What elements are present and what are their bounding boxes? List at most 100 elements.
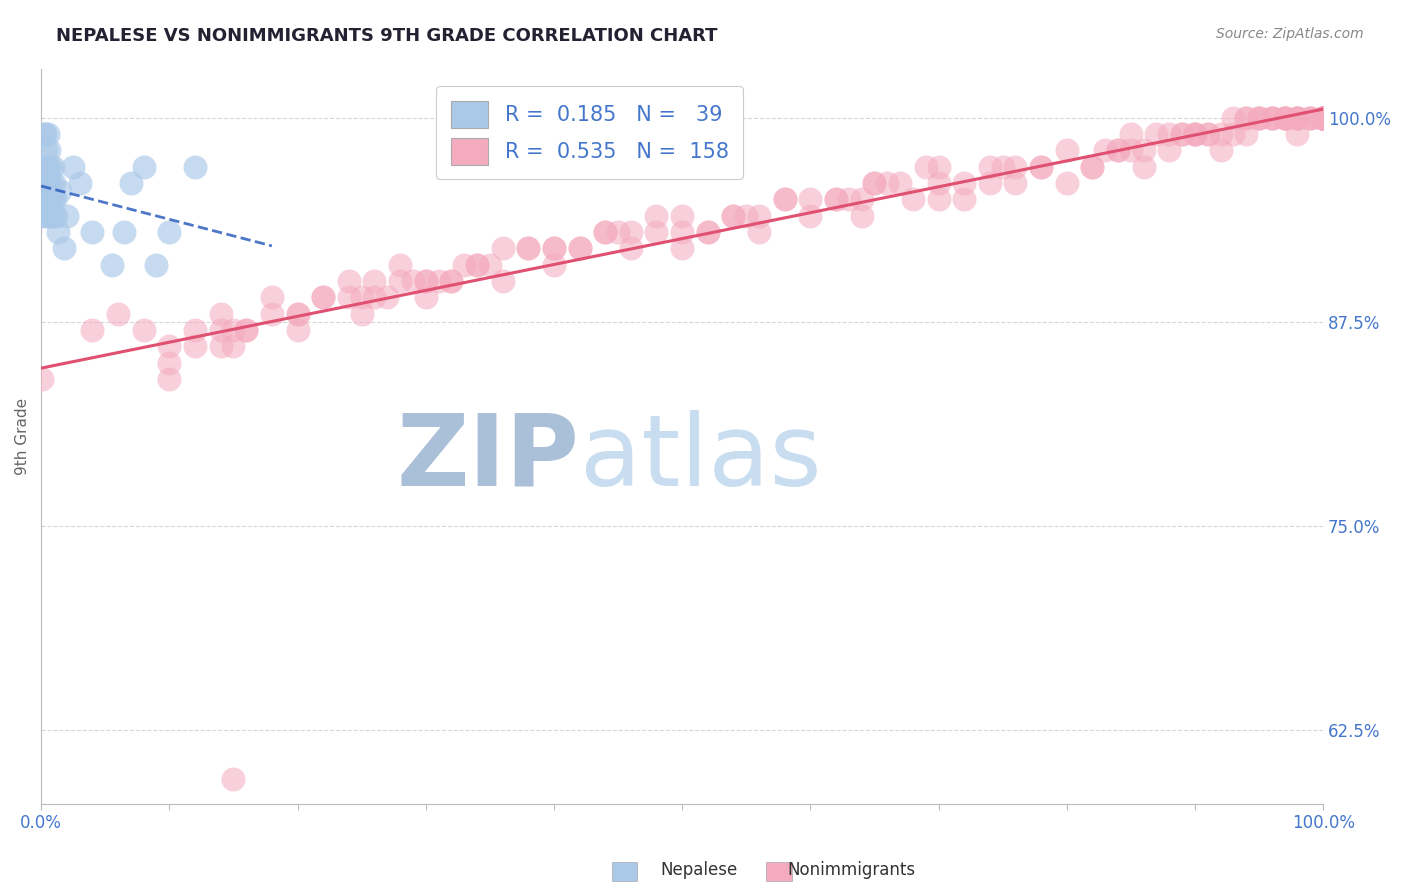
Point [1312, 111, 1334, 125]
Point [607, 225, 630, 239]
Point [222, 339, 245, 353]
Point [184, 160, 207, 174]
Point [1274, 111, 1296, 125]
Point [593, 225, 616, 239]
Point [55, 209, 77, 223]
Point [1312, 111, 1334, 125]
Point [44, 192, 66, 206]
Point [1286, 127, 1309, 141]
Point [1119, 143, 1142, 157]
Point [1222, 127, 1244, 141]
Point [645, 209, 668, 223]
Point [415, 290, 437, 304]
Point [1312, 111, 1334, 125]
Point [1209, 127, 1232, 141]
Point [953, 192, 976, 206]
Point [235, 323, 257, 337]
Point [1247, 111, 1270, 125]
Point [696, 225, 718, 239]
Point [517, 241, 540, 255]
Point [1234, 127, 1257, 141]
Point [991, 160, 1014, 174]
Point [889, 176, 911, 190]
Point [389, 274, 412, 288]
Point [35, 209, 58, 223]
Point [42, 176, 65, 190]
Point [1312, 111, 1334, 125]
Point [1299, 111, 1322, 125]
Point [671, 225, 693, 239]
Point [69, 176, 91, 190]
Point [1081, 160, 1104, 174]
Point [671, 241, 693, 255]
Point [1312, 111, 1334, 125]
Point [863, 176, 886, 190]
Point [1029, 160, 1052, 174]
Point [209, 339, 232, 353]
Legend: R =  0.185   N =   39, R =  0.535   N =  158: R = 0.185 N = 39, R = 0.535 N = 158 [436, 87, 744, 179]
Point [145, 258, 167, 272]
Point [1247, 111, 1270, 125]
Point [1004, 160, 1026, 174]
Point [1312, 111, 1334, 125]
Point [260, 307, 283, 321]
Point [157, 372, 180, 386]
Point [1159, 143, 1181, 157]
Point [863, 176, 886, 190]
Point [928, 160, 950, 174]
Point [31, 372, 53, 386]
Point [209, 323, 232, 337]
Text: ZIP: ZIP [396, 409, 579, 507]
Point [723, 209, 745, 223]
Point [32, 127, 55, 141]
Point [37, 160, 59, 174]
Point [31, 209, 53, 223]
Point [184, 339, 207, 353]
Point [953, 176, 976, 190]
Point [235, 323, 257, 337]
Point [1312, 111, 1334, 125]
Point [107, 307, 129, 321]
Point [1261, 111, 1284, 125]
Point [723, 209, 745, 223]
Point [363, 274, 385, 288]
Point [465, 258, 488, 272]
Point [543, 258, 565, 272]
Point [748, 225, 770, 239]
Point [440, 274, 463, 288]
Point [389, 258, 412, 272]
Point [415, 274, 437, 288]
Point [287, 307, 309, 321]
Point [1159, 127, 1181, 141]
Point [38, 143, 60, 157]
Point [100, 258, 122, 272]
Point [1132, 160, 1154, 174]
Point [39, 192, 62, 206]
Point [34, 127, 56, 141]
Point [1197, 127, 1219, 141]
Point [1312, 111, 1334, 125]
Point [1286, 111, 1309, 125]
Point [41, 192, 63, 206]
Point [465, 258, 488, 272]
Point [1247, 111, 1270, 125]
Point [132, 160, 155, 174]
Point [1056, 143, 1078, 157]
Point [209, 307, 232, 321]
Point [1299, 111, 1322, 125]
Point [1274, 111, 1296, 125]
Point [312, 290, 335, 304]
Point [38, 176, 60, 190]
Point [825, 192, 848, 206]
Point [1299, 111, 1322, 125]
Point [222, 323, 245, 337]
Point [37, 192, 59, 206]
Text: NEPALESE VS NONIMMIGRANTS 9TH GRADE CORRELATION CHART: NEPALESE VS NONIMMIGRANTS 9TH GRADE CORR… [56, 27, 717, 45]
Point [1274, 111, 1296, 125]
Point [851, 209, 873, 223]
Point [415, 274, 437, 288]
Point [1209, 143, 1232, 157]
Point [350, 307, 373, 321]
Point [773, 192, 796, 206]
Point [568, 241, 591, 255]
